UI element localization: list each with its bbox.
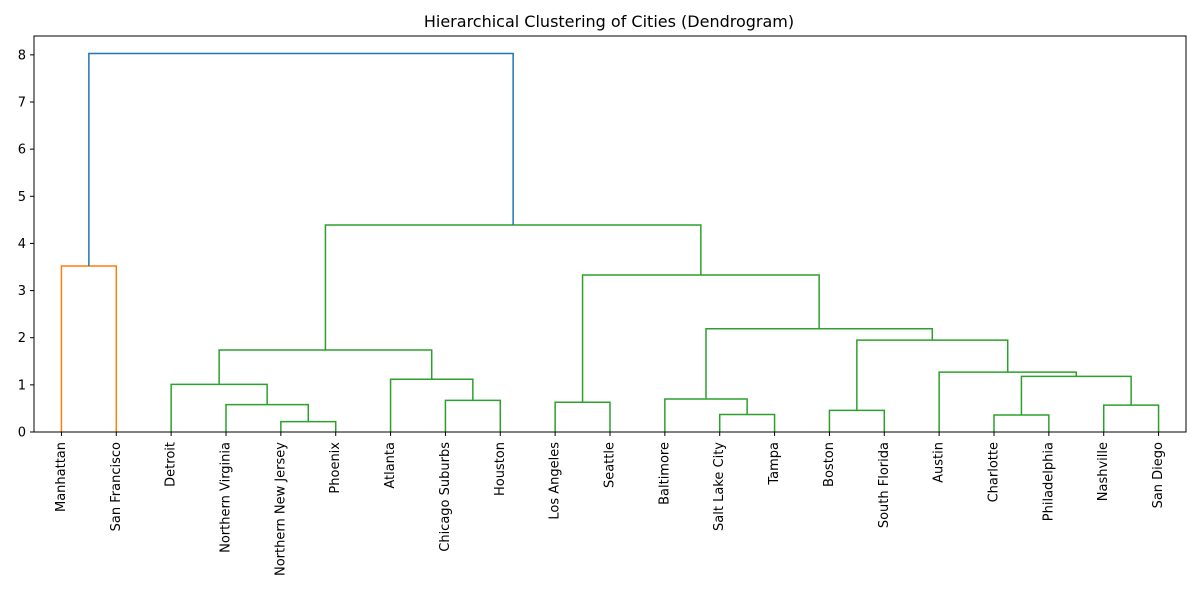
dendrogram-link-9: [664, 398, 748, 432]
dendrogram-link-0: [60, 265, 118, 432]
leaf-label-1: San Francisco: [109, 442, 124, 531]
dendrogram-link-17: [581, 274, 820, 403]
leaf-label-3: Northern Virginia: [219, 442, 234, 553]
dendrogram-links: [60, 52, 1160, 432]
dendrogram-link-10: [828, 409, 886, 432]
leaf-label-4: Northern New Jersey: [273, 442, 288, 576]
dendrogram-link-15: [856, 339, 1009, 411]
leaf-label-5: Phoenix: [328, 442, 343, 494]
leaf-label-18: Philadelphia: [1041, 442, 1056, 521]
leaf-label-19: Nashville: [1096, 442, 1111, 501]
leaf-label-12: Salt Lake City: [712, 442, 727, 531]
leaf-label-7: Chicago Suburbs: [438, 442, 453, 552]
x-axis-leaf-labels: Manhattan San Francisco Detroit Northern Vi…: [54, 432, 1166, 576]
y-tick-label-5: 5: [18, 190, 26, 205]
leaf-label-10: Seattle: [603, 442, 618, 488]
y-tick-label-7: 7: [18, 96, 26, 111]
leaf-label-9: Los Angeles: [548, 442, 563, 520]
y-axis: 0 1 2 3 4 5 6 7 8: [18, 48, 34, 441]
dendrogram-link-4: [444, 399, 502, 432]
y-tick-label-8: 8: [18, 48, 26, 63]
leaf-label-0: Manhattan: [54, 442, 69, 512]
dendrogram-link-3: [170, 383, 268, 432]
dendrogram-link-8: [718, 413, 776, 432]
dendrogram-link-2: [225, 403, 310, 432]
dendrogram-link-13: [1020, 375, 1132, 416]
leaf-label-8: Houston: [493, 442, 508, 496]
y-tick-label-1: 1: [18, 378, 26, 393]
leaf-label-15: South Florida: [877, 442, 892, 528]
leaf-label-14: Boston: [822, 442, 837, 487]
leaf-label-16: Austin: [932, 442, 947, 483]
leaf-label-11: Baltimore: [657, 442, 672, 505]
y-tick-label-4: 4: [18, 237, 26, 252]
dendrogram-link-7: [554, 401, 611, 432]
dendrogram-link-11: [993, 414, 1050, 432]
dendrogram-link-12: [1102, 404, 1160, 432]
y-tick-label-3: 3: [18, 284, 26, 299]
leaf-label-6: Atlanta: [383, 442, 398, 489]
chart-title: Hierarchical Clustering of Cities (Dendr…: [424, 12, 794, 31]
dendrogram-link-16: [705, 328, 934, 399]
leaf-label-17: Charlotte: [987, 442, 1002, 502]
dendrogram-link-1: [280, 420, 337, 432]
dendrogram-link-19: [88, 52, 514, 267]
leaf-label-20: San Diego: [1151, 442, 1166, 508]
dendrogram-link-18: [324, 224, 702, 350]
leaf-label-2: Detroit: [164, 442, 179, 487]
y-tick-label-0: 0: [18, 426, 26, 441]
y-tick-label-2: 2: [18, 331, 26, 346]
dendrogram-link-14: [938, 371, 1078, 432]
y-tick-label-6: 6: [18, 143, 26, 158]
leaf-label-13: Tampa: [767, 442, 782, 486]
dendrogram-link-5: [389, 378, 474, 432]
